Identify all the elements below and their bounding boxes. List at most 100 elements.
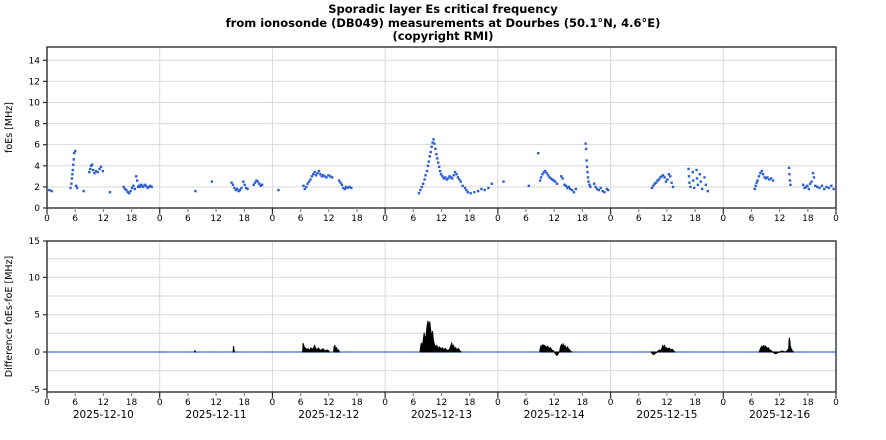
scatter-point xyxy=(807,187,810,191)
scatter-point xyxy=(549,177,553,180)
scatter-point xyxy=(305,185,308,189)
scatter-point xyxy=(417,192,421,195)
scatter-point xyxy=(816,185,819,189)
scatter-point xyxy=(258,182,261,185)
scatter-point xyxy=(90,163,94,166)
date-label: 2025-12-12 xyxy=(298,409,359,421)
scatter-point xyxy=(91,168,95,172)
scatter-point xyxy=(233,186,236,190)
scatter-point xyxy=(490,182,493,185)
scatter-point xyxy=(753,187,756,191)
hour-tick-label: 0 xyxy=(720,398,726,408)
hour-tick-label: 0 xyxy=(833,214,839,224)
scatter-point xyxy=(325,176,328,179)
scatter-point xyxy=(654,181,658,184)
scatter-point xyxy=(88,170,91,174)
hour-tick-label: 18 xyxy=(802,214,814,224)
scatter-point xyxy=(302,184,305,188)
scatter-point xyxy=(72,158,75,161)
scatter-point xyxy=(603,190,606,194)
hour-tick-label: 18 xyxy=(689,398,701,408)
scatter-point xyxy=(542,170,546,174)
scatter-point xyxy=(73,151,76,155)
scatter-point xyxy=(438,169,442,173)
hour-tick-label: 0 xyxy=(495,214,501,224)
difference-area xyxy=(650,344,676,356)
scatter-point xyxy=(101,169,105,173)
scatter-point xyxy=(756,179,759,182)
scatter-point xyxy=(539,176,543,179)
hour-tick-label: 18 xyxy=(126,398,138,408)
y-axis-title: foEs [MHz] xyxy=(4,102,15,153)
difference-area xyxy=(758,337,795,355)
scatter-point xyxy=(253,181,257,184)
scatter-point xyxy=(585,159,588,162)
y-tick-label: 6 xyxy=(34,141,40,151)
scatter-point xyxy=(423,178,426,181)
scatter-point xyxy=(689,185,692,189)
scatter-point xyxy=(240,186,243,190)
scatter-point xyxy=(589,185,592,189)
scatter-point xyxy=(812,176,816,179)
scatter-point xyxy=(146,186,149,190)
hour-tick-label: 18 xyxy=(239,398,251,408)
scatter-point xyxy=(323,175,326,178)
hour-tick-label: 18 xyxy=(351,214,363,224)
scatter-point xyxy=(757,175,761,178)
scatter-point xyxy=(135,179,139,182)
scatter-point xyxy=(138,185,142,189)
scatter-point xyxy=(587,180,590,183)
hour-tick-label: 6 xyxy=(298,214,304,224)
y-tick-label: 14 xyxy=(29,56,41,66)
scatter-point xyxy=(126,190,129,194)
scatter-point xyxy=(827,186,831,190)
difference-area xyxy=(194,349,196,353)
scatter-point xyxy=(243,183,246,186)
scatter-point xyxy=(431,141,434,144)
scatter-point xyxy=(704,183,708,186)
hour-tick-label: 12 xyxy=(774,398,785,408)
scatter-point xyxy=(439,173,443,176)
hour-tick-label: 0 xyxy=(608,398,614,408)
scatter-point xyxy=(343,187,346,191)
title-line-2: from ionosonde (DB049) measurements at D… xyxy=(225,15,661,30)
hour-tick-label: 18 xyxy=(351,398,363,408)
scatter-point xyxy=(96,170,99,174)
scatter-point xyxy=(657,178,661,181)
hour-tick-label: 6 xyxy=(410,214,416,224)
axis-box xyxy=(46,240,837,393)
scatter-point xyxy=(435,152,438,156)
scatter-point xyxy=(424,174,427,177)
scatter-point xyxy=(830,184,833,188)
hour-tick-label: 18 xyxy=(239,214,251,224)
hour-tick-label: 0 xyxy=(157,398,163,408)
scatter-point xyxy=(762,173,765,176)
scatter-point xyxy=(89,167,92,171)
y-tick-label: -5 xyxy=(31,385,40,395)
scatter-point xyxy=(461,184,464,188)
scatter-point xyxy=(149,184,152,188)
scatter-point xyxy=(255,179,258,182)
scatter-point xyxy=(700,187,704,191)
hour-tick-label: 18 xyxy=(126,214,138,224)
hour-tick-label: 18 xyxy=(577,398,589,408)
scatter-point xyxy=(236,187,239,191)
scatter-point xyxy=(814,184,817,188)
scatter-point xyxy=(306,182,309,185)
y-axis-title: Difference foEs-foE [MHz] xyxy=(4,256,15,377)
scatter-point xyxy=(123,187,127,191)
y-tick-label: 0 xyxy=(34,204,40,214)
hour-tick-label: 0 xyxy=(833,398,839,408)
scatter-point xyxy=(818,186,821,190)
scatter-point xyxy=(568,187,572,191)
scatter-point xyxy=(768,178,771,181)
hour-tick-label: 18 xyxy=(577,214,589,224)
scatter-point xyxy=(303,187,307,191)
scatter-point xyxy=(661,174,665,177)
hour-tick-label: 0 xyxy=(382,398,388,408)
scatter-point xyxy=(466,190,469,194)
hour-tick-label: 12 xyxy=(661,398,672,408)
scatter-point xyxy=(564,184,568,188)
scatter-point xyxy=(584,147,588,151)
difference-area xyxy=(232,345,235,353)
